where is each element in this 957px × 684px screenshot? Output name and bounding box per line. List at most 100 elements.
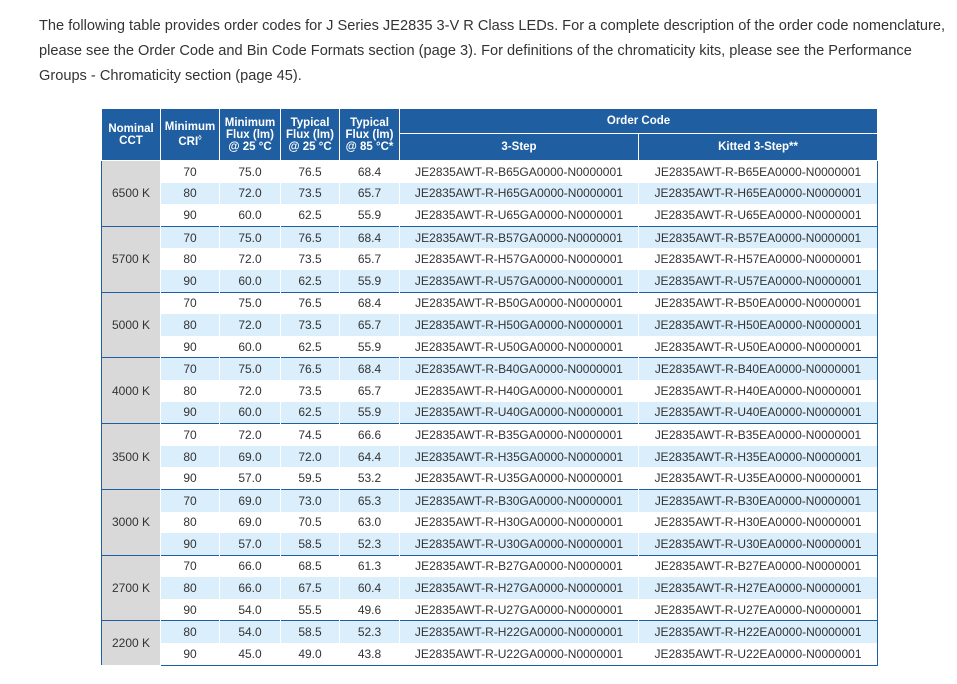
header-kitted-three-step: Kitted 3-Step**	[637, 133, 879, 161]
three-step-code-cell: JE2835AWT-R-H30GA0000-N0000001	[399, 511, 639, 534]
order-code-table-wrapper: Nominal CCT Minimum CRI◊ Minimum Flux (l…	[101, 108, 879, 666]
min-cri-cell: 80	[160, 379, 220, 402]
table-row: 90 57.0 59.5 53.2 JE2835AWT-R-U35GA0000-N000…	[102, 467, 879, 490]
min-flux-cell: 72.0	[219, 248, 281, 270]
three-step-code-cell: JE2835AWT-R-H50GA0000-N0000001	[399, 314, 639, 336]
header-nominal-cct: Nominal CCT	[101, 108, 161, 161]
min-cri-cell: 80	[160, 577, 220, 599]
three-step-code-cell: JE2835AWT-R-H40GA0000-N0000001	[399, 379, 639, 402]
typ-flux-25-cell: 67.5	[280, 577, 340, 599]
cct-cell: 5700 K	[101, 225, 161, 293]
min-cri-cell: 80	[160, 511, 220, 534]
table-row: 5700 K 70 75.0 76.5 68.4 JE2835AWT-R-B57GA000…	[101, 225, 879, 293]
typ-flux-25-cell: 74.5	[280, 423, 340, 446]
table-row: 80 72.0 73.5 65.7 JE2835AWT-R-H65GA0000-N000…	[102, 182, 879, 205]
kitted-code-cell: JE2835AWT-R-U50EA0000-N0000001	[637, 335, 879, 358]
kitted-code-cell: JE2835AWT-R-H30EA0000-N0000001	[637, 511, 879, 534]
min-cri-cell: 70	[160, 488, 220, 512]
typ-flux-25-cell: 76.5	[280, 159, 340, 183]
kitted-code-cell: JE2835AWT-R-B30EA0000-N0000001	[637, 488, 879, 512]
table-row: 80 72.0 73.5 65.7 JE2835AWT-R-H40GA0000-N000…	[102, 379, 879, 402]
typ-flux-25-cell: 76.5	[280, 291, 340, 315]
min-cri-cell: 80	[160, 182, 220, 205]
table-row: 90 60.0 62.5 55.9 JE2835AWT-R-U40GA0000-N000…	[102, 401, 879, 424]
typ-flux-85-cell: 68.4	[339, 291, 400, 315]
three-step-code-cell: JE2835AWT-R-H22GA0000-N0000001	[399, 620, 639, 644]
typ-flux-25-cell: 76.5	[280, 225, 340, 249]
typ-flux-25-cell: 73.5	[280, 314, 340, 336]
typ-flux-25-cell: 72.0	[280, 445, 340, 468]
table-row: 2200 K 80 54.0 58.5 52.3 JE2835AWT-R-H22GA000…	[101, 620, 879, 666]
header-typ-flux-25: Typical Flux (lm) @ 25 °C	[280, 108, 340, 161]
min-cri-cell: 70	[160, 159, 220, 183]
typ-flux-85-cell: 43.8	[339, 643, 400, 666]
typ-flux-25-cell: 73.5	[280, 182, 340, 205]
three-step-code-cell: JE2835AWT-R-H27GA0000-N0000001	[399, 577, 639, 599]
min-cri-cell: 70	[160, 423, 220, 446]
intro-paragraph: The following table provides order codes…	[39, 18, 946, 84]
min-flux-cell: 54.0	[219, 598, 281, 621]
min-flux-cell: 72.0	[219, 182, 281, 205]
cct-cell: 2700 K	[101, 554, 161, 621]
min-flux-cell: 60.0	[219, 269, 281, 293]
header-order-code: Order Code	[398, 108, 879, 134]
order-code-table: Nominal CCT Minimum CRI◊ Minimum Flux (l…	[101, 108, 879, 666]
typ-flux-85-cell: 63.0	[339, 511, 400, 534]
typ-flux-25-cell: 58.5	[280, 533, 340, 556]
kitted-code-cell: JE2835AWT-R-U22EA0000-N0000001	[637, 643, 879, 666]
table-row: 4000 K 70 75.0 76.5 68.4 JE2835AWT-R-B40GA000…	[101, 357, 879, 424]
typ-flux-85-cell: 65.7	[339, 314, 400, 336]
min-cri-cell: 90	[160, 335, 220, 358]
kitted-code-cell: JE2835AWT-R-U40EA0000-N0000001	[637, 401, 879, 424]
table-row: 90 54.0 55.5 49.6 JE2835AWT-R-U27GA0000-N000…	[102, 598, 879, 621]
min-flux-cell: 69.0	[219, 445, 281, 468]
min-flux-cell: 57.0	[219, 467, 281, 490]
min-cri-cell: 90	[160, 467, 220, 490]
min-flux-cell: 69.0	[219, 511, 281, 534]
kitted-code-cell: JE2835AWT-R-U35EA0000-N0000001	[637, 467, 879, 490]
min-cri-cell: 70	[160, 554, 220, 578]
typ-flux-85-cell: 55.9	[339, 335, 400, 358]
min-flux-cell: 60.0	[219, 401, 281, 424]
typ-flux-25-cell: 49.0	[280, 643, 340, 666]
kitted-code-cell: JE2835AWT-R-B65EA0000-N0000001	[637, 159, 879, 183]
table-row: 2700 K 70 66.0 68.5 61.3 JE2835AWT-R-B27GA000…	[101, 554, 879, 621]
typ-flux-25-cell: 58.5	[280, 620, 340, 644]
header-min-flux: Minimum Flux (lm) @ 25 °C	[219, 108, 281, 161]
min-flux-cell: 60.0	[219, 335, 281, 358]
typ-flux-85-cell: 64.4	[339, 445, 400, 468]
kitted-code-cell: JE2835AWT-R-U30EA0000-N0000001	[637, 533, 879, 556]
kitted-code-cell: JE2835AWT-R-B35EA0000-N0000001	[637, 423, 879, 446]
three-step-code-cell: JE2835AWT-R-U57GA0000-N0000001	[399, 269, 639, 293]
cct-cell: 2200 K	[101, 620, 161, 666]
header-min-cri-footnote: ◊	[198, 135, 202, 143]
three-step-code-cell: JE2835AWT-R-B27GA0000-N0000001	[399, 554, 639, 578]
min-cri-cell: 90	[160, 204, 220, 227]
kitted-code-cell: JE2835AWT-R-H40EA0000-N0000001	[637, 379, 879, 402]
three-step-code-cell: JE2835AWT-R-H65GA0000-N0000001	[399, 182, 639, 205]
kitted-code-cell: JE2835AWT-R-U65EA0000-N0000001	[637, 204, 879, 227]
min-cri-cell: 70	[160, 225, 220, 249]
min-cri-cell: 90	[160, 533, 220, 556]
table-row: 80 72.0 73.5 65.7 JE2835AWT-R-H57GA0000-N000…	[102, 248, 879, 270]
typ-flux-85-cell: 68.4	[339, 225, 400, 249]
three-step-code-cell: JE2835AWT-R-H57GA0000-N0000001	[399, 248, 639, 270]
table-row: 80 69.0 70.5 63.0 JE2835AWT-R-H30GA0000-N000…	[102, 511, 879, 534]
min-flux-cell: 66.0	[219, 554, 281, 578]
table-row: 3000 K 70 69.0 73.0 65.3 JE2835AWT-R-B30GA000…	[101, 488, 879, 556]
typ-flux-25-cell: 62.5	[280, 204, 340, 227]
typ-flux-85-cell: 68.4	[339, 357, 400, 380]
min-flux-cell: 60.0	[219, 204, 281, 227]
typ-flux-85-cell: 60.4	[339, 577, 400, 599]
typ-flux-85-cell: 55.9	[339, 269, 400, 293]
three-step-code-cell: JE2835AWT-R-B35GA0000-N0000001	[399, 423, 639, 446]
min-cri-cell: 80	[160, 248, 220, 270]
three-step-code-cell: JE2835AWT-R-U27GA0000-N0000001	[399, 598, 639, 621]
min-cri-cell: 90	[160, 598, 220, 621]
min-cri-cell: 80	[160, 620, 220, 644]
typ-flux-25-cell: 62.5	[280, 269, 340, 293]
header-min-cri: Minimum CRI◊	[160, 108, 220, 161]
min-flux-cell: 75.0	[219, 291, 281, 315]
three-step-code-cell: JE2835AWT-R-U50GA0000-N0000001	[399, 335, 639, 358]
table-row: 90 60.0 62.5 55.9 JE2835AWT-R-U50GA0000-N000…	[102, 335, 879, 358]
